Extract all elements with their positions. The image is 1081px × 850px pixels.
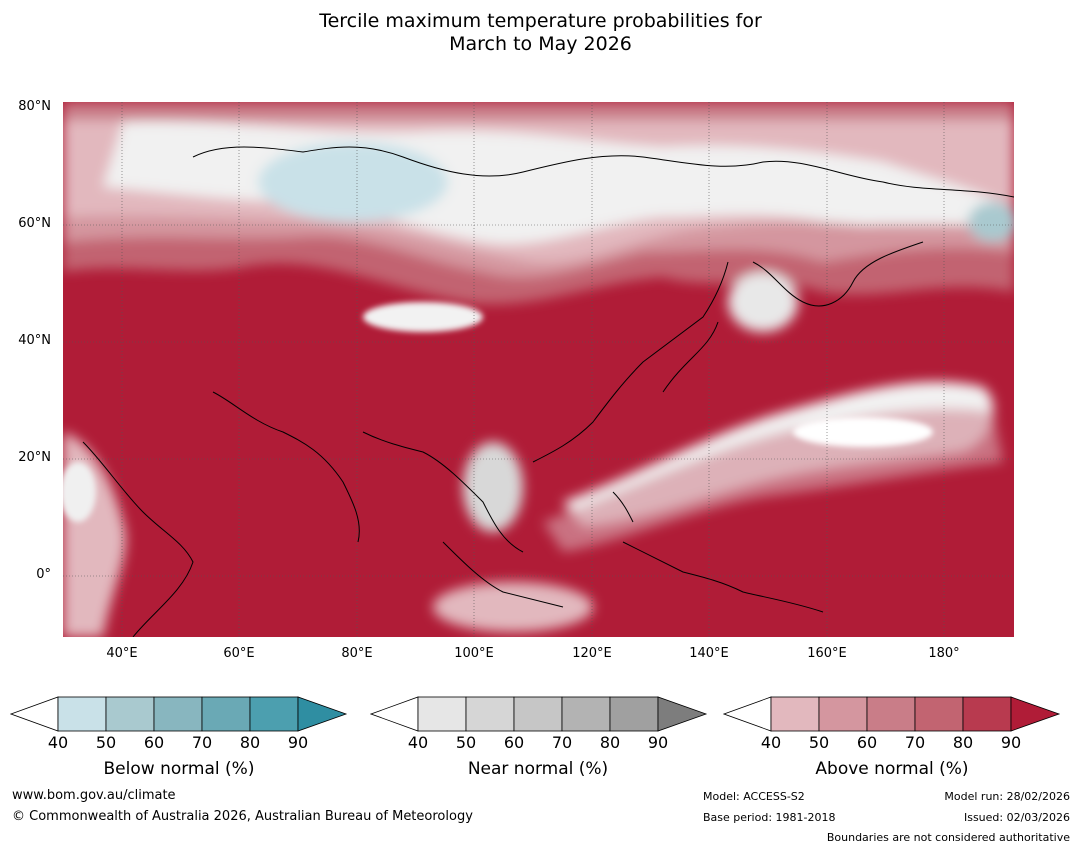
colorbar-0-swatch-4 xyxy=(201,696,251,732)
colorbar-1-upper-arrow xyxy=(657,696,708,732)
colorbar-0-tick-80: 80 xyxy=(239,733,261,752)
below-normal-bering xyxy=(968,202,1014,242)
colorbar-0-swatch-5 xyxy=(249,696,299,732)
lon-label-80e: 80°E xyxy=(341,646,373,661)
coastlines xyxy=(82,146,1014,637)
colorbar-below-normal xyxy=(10,696,350,732)
near-normal-indochina xyxy=(463,442,523,532)
colorbar-0-tick-50: 50 xyxy=(95,733,117,752)
colorbar-2-tick-50: 50 xyxy=(808,733,830,752)
colorbar-2-lower-arrow xyxy=(723,696,772,732)
colorbar-0-tick-90: 90 xyxy=(287,733,309,752)
colorbar-0-upper-arrow xyxy=(297,696,348,732)
colorbar-below-normal-swatches xyxy=(10,696,348,732)
lat-label-80n: 80°N xyxy=(18,99,51,114)
footer-model: Model: ACCESS-S2 xyxy=(703,790,805,803)
lon-label-40e: 40°E xyxy=(106,646,138,661)
footer-issued: Issued: 02/03/2026 xyxy=(963,811,1070,824)
near-normal-pacific-core xyxy=(793,417,933,447)
colorbar-2-swatch-5 xyxy=(962,696,1012,732)
lat-label-40n: 40°N xyxy=(18,333,51,348)
footer-base-period: Base period: 1981-2018 xyxy=(703,811,836,824)
colorbar-0-swatch-3 xyxy=(153,696,203,732)
colorbar-2-swatch-3 xyxy=(866,696,916,732)
lat-label-20n: 20°N xyxy=(18,450,51,465)
map-canvas xyxy=(63,102,1014,637)
colorbar-1-tick-70: 70 xyxy=(551,733,573,752)
colorbar-1-swatch-2 xyxy=(465,696,515,732)
colorbar-0-tick-60: 60 xyxy=(143,733,165,752)
colorbar-1-lower-arrow xyxy=(370,696,419,732)
above-normal-maritime-area xyxy=(433,582,593,632)
colorbar-1-tick-80: 80 xyxy=(599,733,621,752)
colorbar-1-swatch-1 xyxy=(417,696,467,732)
lon-label-100e: 100°E xyxy=(454,646,494,661)
title-line-2: March to May 2026 xyxy=(449,33,632,55)
lon-label-60e: 60°E xyxy=(223,646,255,661)
lon-label-140e: 140°E xyxy=(689,646,729,661)
colorbar-near-normal-swatches xyxy=(370,696,708,732)
colorbar-2-swatch-2 xyxy=(818,696,868,732)
colorbar-0-tick-70: 70 xyxy=(191,733,213,752)
colorbar-above-normal-label: Above normal (%) xyxy=(815,759,969,779)
colorbar-2-tick-80: 80 xyxy=(952,733,974,752)
colorbar-2-tick-60: 60 xyxy=(856,733,878,752)
colorbar-2-upper-arrow xyxy=(1010,696,1061,732)
graticule xyxy=(63,102,1014,637)
colorbar-2-swatch-1 xyxy=(770,696,820,732)
colorbar-0-tick-40: 40 xyxy=(47,733,69,752)
near-normal-africa-horn xyxy=(63,462,96,522)
colorbar-0-lower-arrow xyxy=(10,696,59,732)
footer-copyright: © Commonwealth of Australia 2026, Austra… xyxy=(12,809,473,824)
colorbar-2-tick-90: 90 xyxy=(1000,733,1022,752)
lat-label-0: 0° xyxy=(36,567,51,582)
map-title: Tercile maximum temperature probabilitie… xyxy=(0,10,1081,56)
lon-label-120e: 120°E xyxy=(572,646,612,661)
colorbar-1-swatch-4 xyxy=(561,696,611,732)
colorbar-2-tick-40: 40 xyxy=(760,733,782,752)
colorbar-below-normal-label: Below normal (%) xyxy=(103,759,255,779)
probability-map xyxy=(63,102,1014,637)
title-line-1: Tercile maximum temperature probabilitie… xyxy=(319,10,762,32)
colorbar-near-normal-label: Near normal (%) xyxy=(467,759,609,779)
colorbar-0-swatch-1 xyxy=(57,696,107,732)
lat-label-60n: 60°N xyxy=(18,216,51,231)
colorbar-1-tick-60: 60 xyxy=(503,733,525,752)
colorbar-1-swatch-5 xyxy=(609,696,659,732)
footer-boundaries: Boundaries are not considered authoritat… xyxy=(826,831,1070,844)
colorbar-2-swatch-4 xyxy=(914,696,964,732)
colorbar-above-normal-swatches xyxy=(723,696,1061,732)
near-normal-okhotsk xyxy=(728,272,798,332)
below-normal-north-area xyxy=(258,142,448,222)
lon-label-180: 180° xyxy=(928,646,960,661)
above-normal-north-strip xyxy=(63,102,1014,120)
colorbar-1-tick-90: 90 xyxy=(647,733,669,752)
colorbar-near-normal xyxy=(370,696,710,732)
colorbar-1-tick-50: 50 xyxy=(455,733,477,752)
colorbar-1-swatch-3 xyxy=(513,696,563,732)
footer-model-run: Model run: 28/02/2026 xyxy=(944,790,1070,803)
footer-url[interactable]: www.bom.gov.au/climate xyxy=(12,788,176,803)
colorbar-2-tick-70: 70 xyxy=(904,733,926,752)
lon-label-160e: 160°E xyxy=(807,646,847,661)
colorbar-above-normal xyxy=(723,696,1063,732)
colorbar-1-tick-40: 40 xyxy=(407,733,429,752)
near-normal-mongolia xyxy=(363,302,483,332)
colorbar-0-swatch-2 xyxy=(105,696,155,732)
